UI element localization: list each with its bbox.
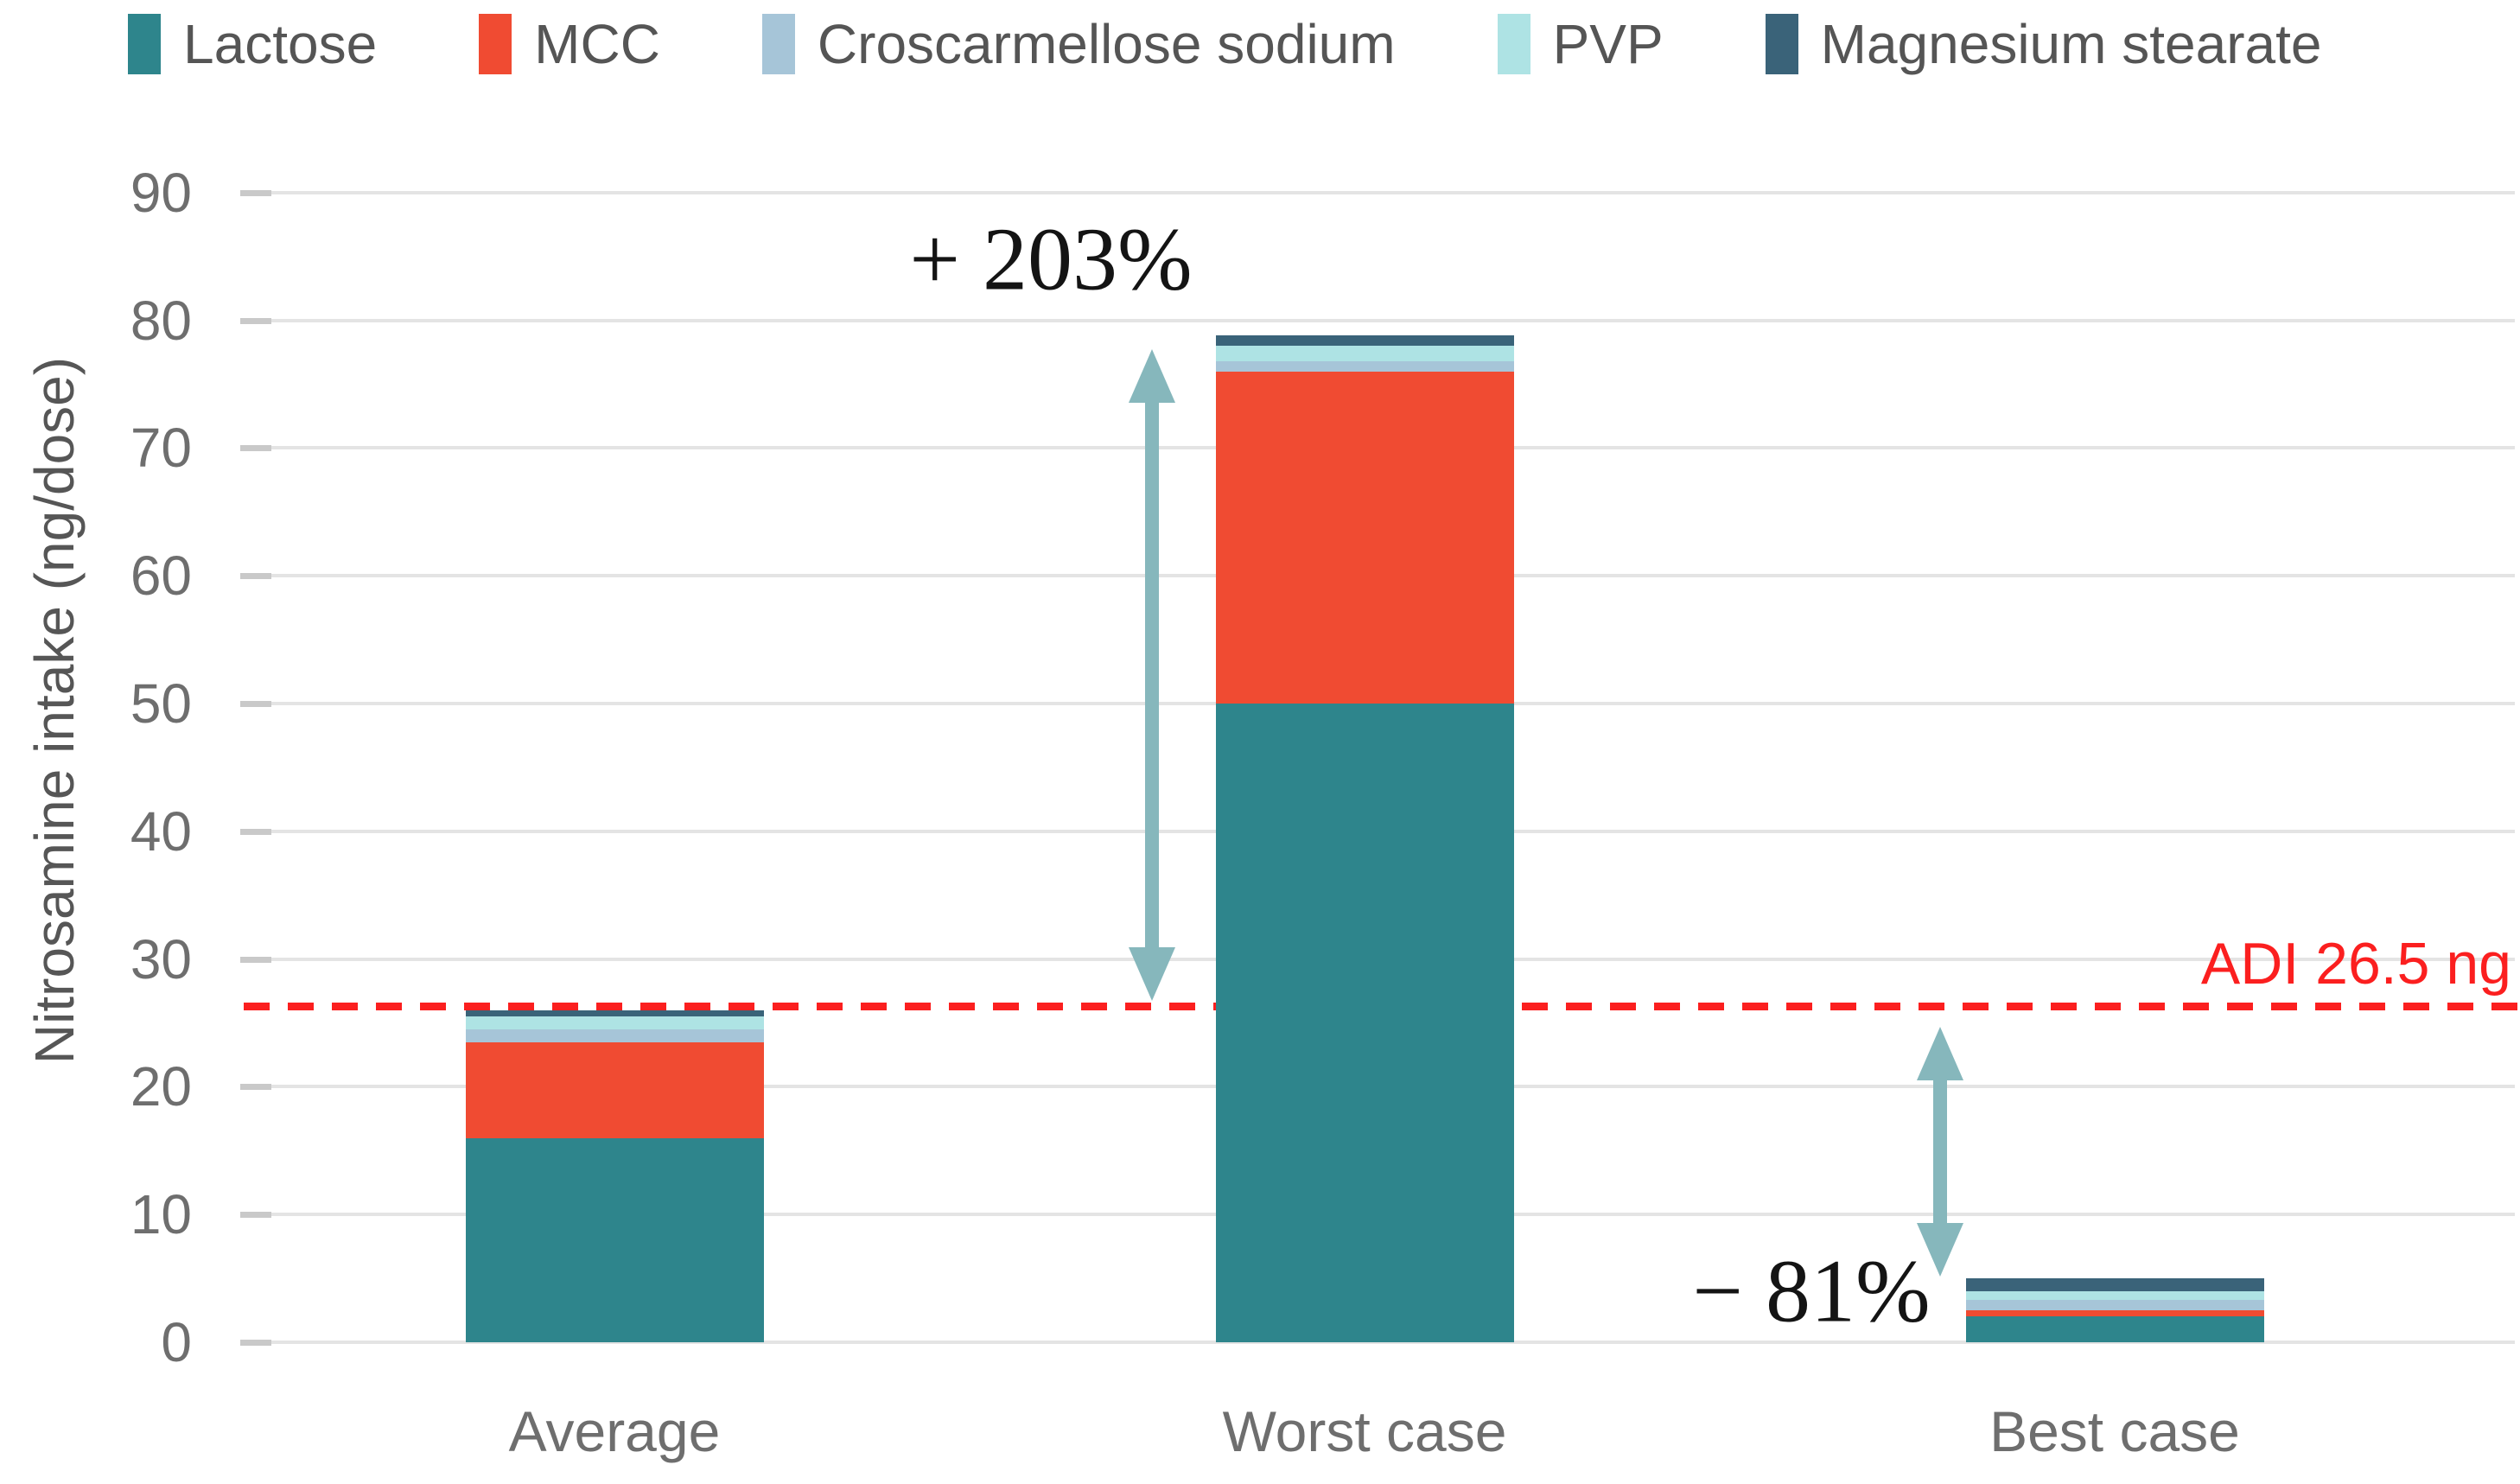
bar-segment-magnesium-stearate [1215,335,1514,347]
y-tick-label: 90 [130,161,192,224]
y-tick-label: 70 [130,417,192,480]
bar-segment-croscarmellose-sodium [1215,360,1514,372]
legend-swatch-icon [479,14,512,74]
legend-item-mcc: MCC [479,12,660,76]
bar-segment-magnesium-stearate [1965,1278,2264,1291]
gridline [240,318,2515,322]
y-tick-label: 10 [130,1183,192,1246]
legend-label: Croscarmellose sodium [817,13,1396,75]
x-category-label: Average [508,1399,721,1463]
bar-segment-mcc [1965,1310,2264,1317]
legend: Lactose MCC Croscarmellose sodium PVP Magnes… [128,12,2321,76]
legend-item-croscarmellose-sodium: Croscarmellose sodium [761,12,1396,76]
legend-swatch-icon [761,14,795,74]
legend-swatch-icon [1765,14,1798,74]
y-tick-label: 20 [130,1055,192,1118]
y-tick-label: 80 [130,289,192,352]
legend-label: PVP [1552,13,1664,75]
bar-segment-lactose [1215,704,1514,1342]
legend-swatch-icon [1497,14,1530,74]
y-tick-label: 40 [130,799,192,863]
bar-segment-pvp [465,1016,764,1029]
bar-segment-pvp [1215,346,1514,361]
y-tick-mark [240,573,271,580]
bar-segment-mcc [465,1041,764,1138]
y-tick-mark [240,445,271,452]
y-tick-mark [240,956,271,963]
y-tick-mark [240,1340,271,1346]
y-tick-mark [240,317,271,324]
legend-label: MCC [534,13,660,75]
increase-arrow [1129,349,1175,1001]
bar-segment-croscarmellose-sodium [1965,1300,2264,1311]
increase-annotation: + 203% [909,209,1193,309]
bar-segment-mcc [1215,371,1514,704]
bar-segment-croscarmellose-sodium [465,1029,764,1042]
x-category-label: Best case [1989,1399,2240,1463]
decrease-annotation: − 81% [1692,1241,1931,1341]
y-tick-mark [240,189,271,196]
bar-segment-lactose [1965,1316,2264,1342]
y-tick-label: 50 [130,672,192,735]
bar-segment-magnesium-stearate [465,1010,764,1017]
bar-segment-lactose [465,1137,764,1342]
legend-item-lactose: Lactose [128,12,377,76]
x-category-label: Worst case [1222,1399,1507,1463]
legend-label: Magnesium stearate [1820,13,2322,75]
legend-item-magnesium-stearate: Magnesium stearate [1765,12,2322,76]
legend-swatch-icon [128,14,161,74]
y-tick-mark [240,1212,271,1219]
y-tick-label: 30 [130,927,192,990]
decrease-arrow [1917,1027,1963,1277]
y-tick-mark [240,701,271,707]
gridline [240,1341,2515,1344]
adi-label: ADI 26.5 ng [2200,931,2511,997]
legend-label: Lactose [183,13,378,75]
y-tick-mark [240,828,271,835]
y-tick-mark [240,1084,271,1091]
y-tick-label: 60 [130,545,192,608]
gridline [240,190,2515,194]
bar-segment-pvp [1965,1290,2264,1301]
legend-item-pvp: PVP [1497,12,1664,76]
y-tick-label: 0 [161,1311,192,1373]
